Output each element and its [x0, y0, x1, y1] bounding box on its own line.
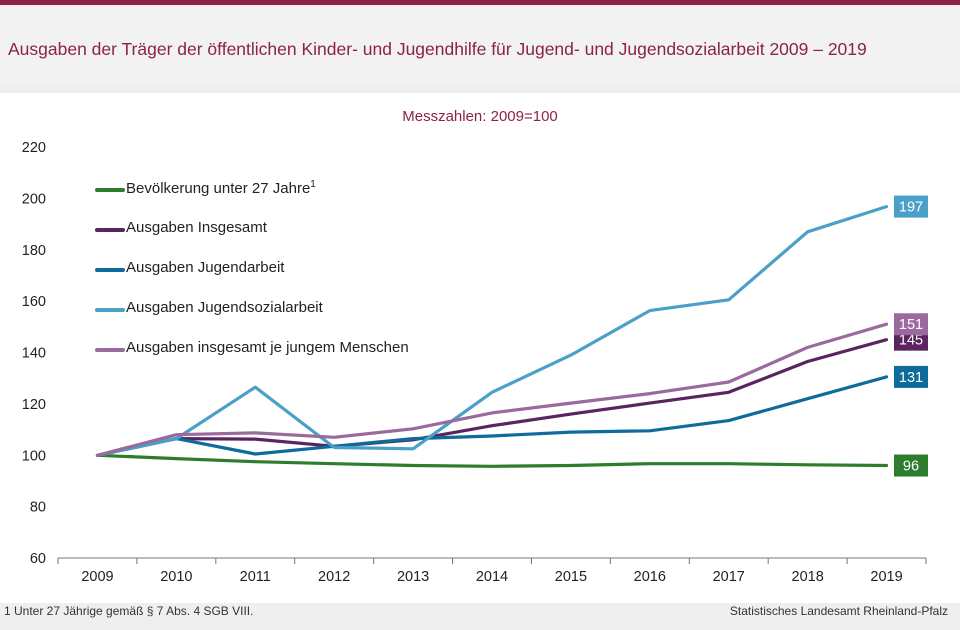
end-label-box: [894, 454, 928, 477]
legend-swatch: [95, 308, 125, 312]
legend-label: Ausgaben Jugendsozialarbeit: [126, 299, 323, 316]
y-tick-label: 80: [30, 500, 46, 516]
y-tick-label: 100: [22, 448, 46, 464]
footnote-mark: 1: [310, 179, 316, 190]
x-tick-label: 2018: [792, 569, 824, 585]
source-note: Statistisches Landesamt Rheinland-Pfalz: [729, 604, 948, 618]
y-tick-label: 140: [22, 346, 46, 362]
legend-label: Ausgaben insgesamt je jungem Menschen: [126, 339, 409, 356]
y-tick-label: 160: [22, 294, 46, 310]
y-tick-label: 200: [22, 191, 46, 207]
end-label: 197: [899, 200, 923, 216]
series-line-ausgaben-insgesamt: [95, 338, 889, 457]
chart-subtitle: Messzahlen: 2009=100: [402, 108, 558, 125]
x-tick-label: 2010: [160, 569, 192, 585]
y-tick-label: 220: [22, 140, 46, 156]
header: Ausgaben der Träger der öffentlichen Kin…: [0, 5, 960, 82]
legend-swatch: [95, 348, 125, 352]
end-label-box: [894, 313, 928, 336]
x-tick-label: 2012: [318, 569, 350, 585]
series-line-bev-lkerung-unter-27-jahre: [95, 453, 889, 468]
end-label: 145: [899, 333, 923, 349]
footnote: 1 Unter 27 Jährige gemäß § 7 Abs. 4 SGB …: [4, 604, 254, 618]
end-label: 151: [899, 317, 923, 333]
series-line-ausgaben-jugendarbeit: [95, 375, 889, 457]
series-line-ausgaben-insgesamt-je-jungem-menschen: [95, 322, 889, 457]
y-tick-label: 60: [30, 551, 46, 567]
end-label-box: [894, 365, 928, 388]
x-tick-label: 2013: [397, 569, 429, 585]
end-label: 96: [903, 459, 919, 475]
top-accent-bar: [0, 0, 960, 5]
x-tick-label: 2015: [555, 569, 587, 585]
x-tick-label: 2019: [870, 569, 902, 585]
legend-swatch: [95, 228, 125, 232]
chart-panel: [0, 93, 960, 603]
y-tick-label: 120: [22, 397, 46, 413]
legend-swatch: [95, 188, 125, 192]
end-label-box: [894, 195, 928, 218]
x-tick-label: 2011: [240, 569, 271, 585]
end-label: 131: [899, 370, 923, 386]
x-tick-label: 2014: [476, 569, 508, 585]
legend-label: Bevölkerung unter 27 Jahre1: [126, 179, 316, 197]
legend-label: Ausgaben Insgesamt: [126, 219, 267, 236]
series-line-ausgaben-jugendsozialarbeit: [95, 205, 889, 457]
x-tick-label: 2009: [81, 569, 113, 585]
legend-swatch: [95, 268, 125, 272]
x-tick-label: 2016: [634, 569, 666, 585]
y-tick-label: 180: [22, 243, 46, 259]
x-tick-label: 2017: [713, 569, 745, 585]
chart-title: Ausgaben der Träger der öffentlichen Kin…: [8, 39, 867, 59]
legend-label: Ausgaben Jugendarbeit: [126, 259, 285, 276]
